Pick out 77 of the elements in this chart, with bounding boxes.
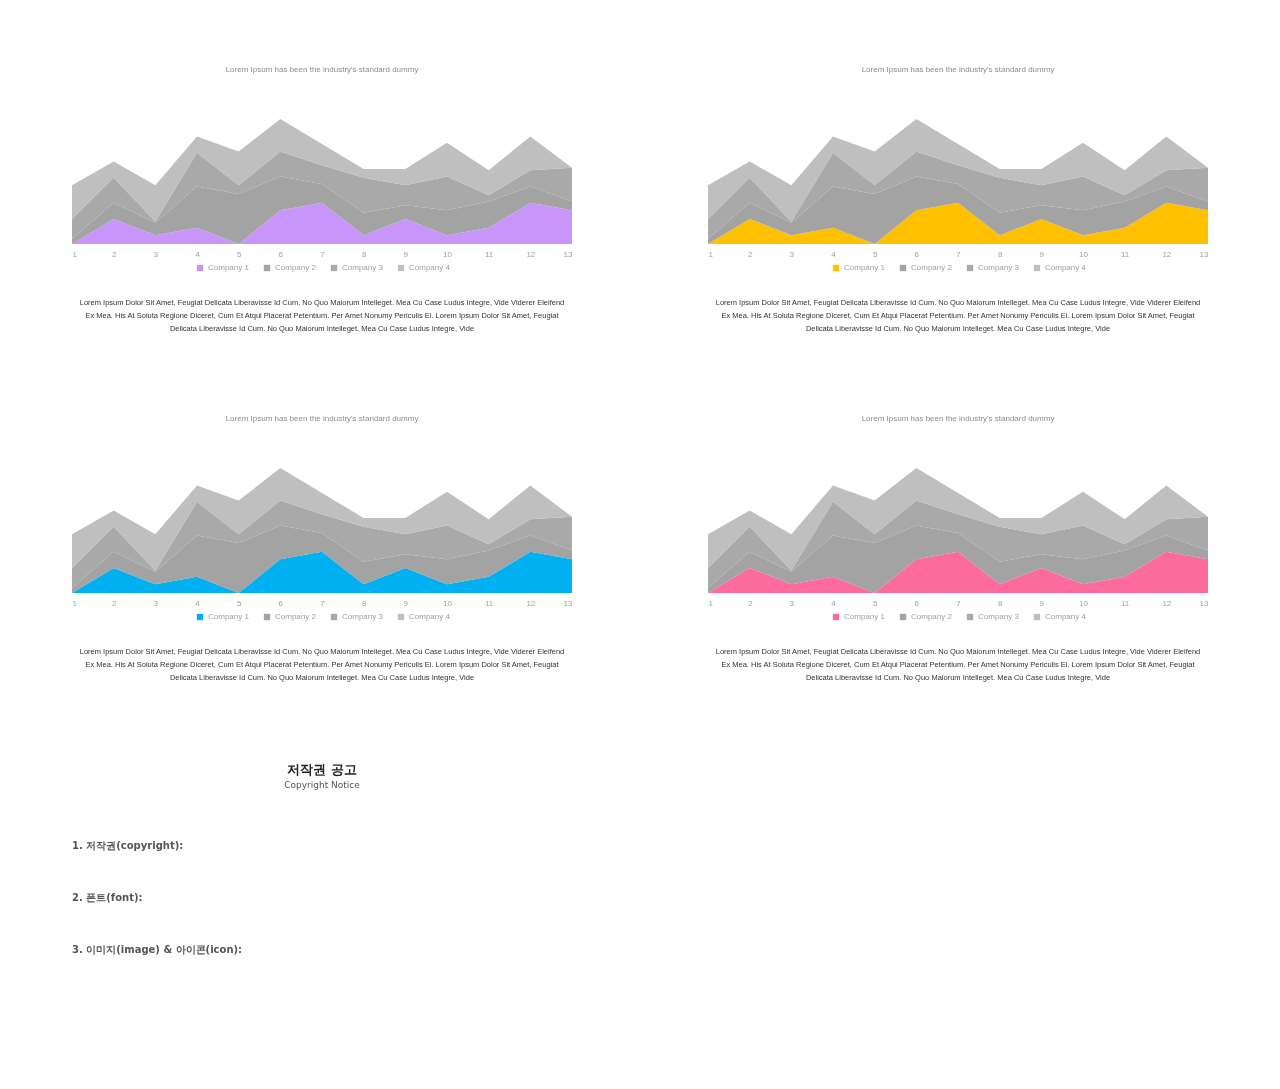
- legend-label: Company 2: [275, 263, 317, 272]
- chart-subtitle: Lorem Ipsum has been the industry's standard dummy: [225, 414, 419, 423]
- legend-label: Company 1: [844, 612, 886, 621]
- x-tick-label: 3: [789, 249, 795, 259]
- x-tick-label: 13: [1199, 598, 1210, 608]
- x-tick-label: 12: [1162, 598, 1172, 608]
- x-tick-label: 4: [195, 598, 201, 608]
- legend-label: Company 2: [275, 612, 317, 621]
- legend-label: Company 3: [342, 263, 384, 272]
- text: 저작권 공고: [287, 762, 357, 777]
- legend-label: Company 4: [409, 263, 451, 272]
- x-tick-label: 7: [956, 598, 962, 608]
- x-tick-label: 7: [956, 249, 962, 259]
- x-tick-label: 11: [1121, 598, 1130, 608]
- legend-label: Company 4: [1045, 612, 1087, 621]
- chart-subtitle: Lorem Ipsum has been the industry's standard dummy: [225, 65, 419, 74]
- x-tick-label: 5: [236, 598, 242, 608]
- x-tick-label: 2: [747, 598, 753, 608]
- x-tick-label: 1: [72, 598, 78, 608]
- x-tick-label: 2: [111, 598, 117, 608]
- x-tick-label: 11: [1121, 249, 1130, 259]
- x-tick-label: 9: [1039, 598, 1045, 608]
- chart-subtitle: Lorem Ipsum has been the industry's standard dummy: [861, 65, 1055, 74]
- x-tick-label: 8: [997, 598, 1003, 608]
- x-tick-label: 5: [872, 598, 878, 608]
- legend-label: Company 1: [208, 263, 250, 272]
- x-tick-label: 8: [361, 598, 367, 608]
- x-tick-label: 12: [526, 598, 536, 608]
- legend-label: Company 2: [911, 612, 953, 621]
- text: Copyright Notice: [284, 780, 361, 790]
- x-tick-label: 2: [111, 249, 117, 259]
- x-tick-label: 6: [278, 249, 284, 259]
- x-tick-label: 11: [485, 249, 494, 259]
- x-tick-label: 13: [563, 598, 574, 608]
- x-tick-label: 13: [1199, 249, 1210, 259]
- x-tick-label: 4: [831, 249, 837, 259]
- x-tick-label: 5: [872, 249, 878, 259]
- x-tick-label: 10: [1079, 598, 1089, 608]
- x-tick-label: 4: [831, 598, 837, 608]
- x-tick-label: 6: [914, 598, 920, 608]
- x-tick-label: 1: [72, 249, 78, 259]
- x-tick-label: 13: [563, 249, 574, 259]
- x-tick-label: 12: [1162, 249, 1172, 259]
- x-tick-label: 8: [997, 249, 1003, 259]
- legend-label: Company 3: [342, 612, 384, 621]
- legend-label: Company 2: [911, 263, 953, 272]
- x-tick-label: 8: [361, 249, 367, 259]
- x-tick-label: 9: [1039, 249, 1045, 259]
- x-tick-label: 11: [485, 598, 494, 608]
- x-tick-label: 3: [153, 249, 159, 259]
- x-tick-label: 1: [708, 249, 714, 259]
- x-tick-label: 6: [914, 249, 920, 259]
- x-tick-label: 12: [526, 249, 536, 259]
- x-tick-label: 9: [403, 249, 409, 259]
- x-tick-label: 3: [153, 598, 159, 608]
- x-tick-label: 10: [443, 249, 453, 259]
- legend-label: Company 3: [978, 612, 1020, 621]
- x-tick-label: 6: [278, 598, 284, 608]
- x-tick-label: 2: [747, 249, 753, 259]
- x-tick-label: 4: [195, 249, 201, 259]
- legend-label: Company 3: [978, 263, 1020, 272]
- x-tick-label: 3: [789, 598, 795, 608]
- text: 2. 폰트(font):: [72, 892, 143, 903]
- text: 3. 이미지(image) & 아이콘(icon):: [72, 944, 243, 955]
- legend-label: Company 4: [409, 612, 451, 621]
- x-tick-label: 5: [236, 249, 242, 259]
- legend-label: Company 4: [1045, 263, 1087, 272]
- x-tick-label: 1: [708, 598, 714, 608]
- x-tick-label: 10: [1079, 249, 1089, 259]
- x-tick-label: 9: [403, 598, 409, 608]
- x-tick-label: 7: [320, 249, 326, 259]
- legend-label: Company 1: [844, 263, 886, 272]
- x-tick-label: 7: [320, 598, 326, 608]
- legend-label: Company 1: [208, 612, 250, 621]
- text: 1. 저작권(copyright):: [72, 840, 184, 851]
- x-tick-label: 10: [443, 598, 453, 608]
- chart-subtitle: Lorem Ipsum has been the industry's standard dummy: [861, 414, 1055, 423]
